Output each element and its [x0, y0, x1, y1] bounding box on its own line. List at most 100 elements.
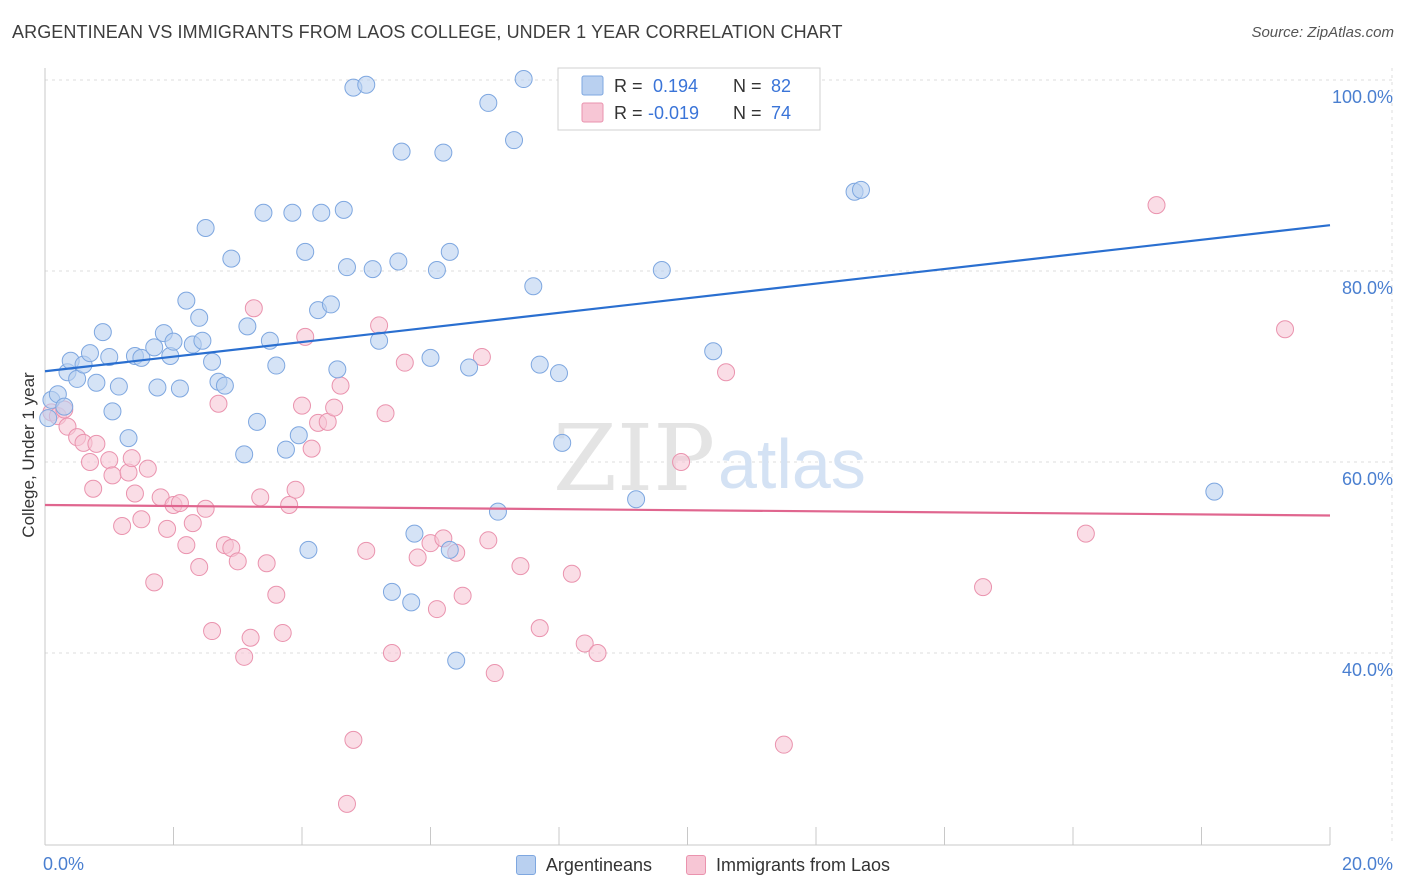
- argentinean-point: [460, 358, 479, 377]
- legend-r-label-1: R =: [614, 76, 643, 96]
- legend-swatch-argentineans: [515, 855, 536, 875]
- laos-point: [196, 499, 215, 518]
- grid-layer: [45, 68, 1393, 845]
- argentinean-point: [447, 651, 466, 670]
- laos-point: [530, 619, 549, 638]
- argentinean-point: [267, 356, 286, 375]
- legend-item-laos[interactable]: Immigrants from Laos: [686, 855, 890, 876]
- argentinean-point: [254, 203, 273, 222]
- argentinean-point: [109, 377, 128, 396]
- argentinean-point: [145, 338, 164, 357]
- laos-point: [1276, 320, 1295, 339]
- y-tick-label: 40.0%: [1342, 660, 1393, 680]
- argentinean-point: [289, 426, 308, 445]
- argentinean-point: [550, 364, 568, 383]
- laos-point: [331, 376, 350, 395]
- legend-n-value-1: 82: [771, 76, 791, 96]
- argentinean-point: [1205, 482, 1224, 501]
- laos-point: [100, 451, 119, 470]
- argentinean-point: [524, 277, 543, 296]
- argentinean-point: [505, 131, 524, 150]
- laos-point: [273, 623, 292, 642]
- argentinean-point: [363, 260, 382, 279]
- argentinean-point: [440, 540, 459, 559]
- laos-point: [427, 600, 446, 619]
- argentinean-point: [389, 252, 408, 271]
- laos-point: [244, 299, 263, 318]
- y-tick-label: 100.0%: [1332, 87, 1393, 107]
- argentinean-point: [479, 93, 498, 112]
- laos-point: [376, 404, 395, 423]
- bottom-legend: Argentineans Immigrants from Laos: [0, 850, 1406, 880]
- legend-r-value-2: -0.019: [648, 103, 699, 123]
- argentinean-point: [627, 490, 646, 509]
- laos-point: [145, 573, 164, 592]
- watermark: ZIP atlas: [553, 405, 866, 512]
- argentinean-point: [312, 203, 331, 222]
- legend-item-argentineans[interactable]: Argentineans: [515, 855, 652, 876]
- laos-point: [203, 622, 222, 641]
- laos-point: [80, 453, 99, 471]
- laos-point: [408, 548, 427, 567]
- argentinean-point: [652, 261, 671, 280]
- laos-point: [241, 628, 260, 647]
- argentinean-point: [55, 397, 74, 416]
- laos-point: [974, 578, 993, 597]
- laos-point: [479, 531, 498, 550]
- argentinean-point: [405, 524, 424, 543]
- laos-point: [235, 647, 254, 666]
- laos-point: [125, 484, 144, 503]
- laos-point: [113, 516, 132, 535]
- argentinean-point: [427, 261, 446, 280]
- argentinean-point: [530, 355, 549, 374]
- argentinean-point: [553, 433, 572, 452]
- argentinean-point: [421, 348, 440, 367]
- laos-point: [228, 552, 247, 571]
- laos-point: [588, 644, 607, 662]
- argentinean-point: [93, 323, 112, 342]
- argentinean-point: [148, 378, 167, 397]
- laos-point: [453, 586, 472, 605]
- watermark-atlas: atlas: [718, 425, 866, 503]
- chart-title: ARGENTINEAN VS IMMIGRANTS FROM LAOS COLL…: [12, 22, 843, 42]
- argentinean-point: [488, 502, 507, 521]
- y-tick-label: 80.0%: [1342, 278, 1393, 298]
- laos-point: [257, 554, 276, 573]
- argentinean-point: [190, 308, 209, 327]
- laos-point: [774, 735, 793, 754]
- argentinean-point: [164, 332, 183, 351]
- argentinean-point: [177, 291, 196, 310]
- trend-lines: [44, 224, 1331, 517]
- laos-point: [575, 634, 594, 653]
- laos-point: [1147, 196, 1166, 215]
- legend-label-laos: Immigrants from Laos: [716, 854, 891, 875]
- laos-point: [158, 519, 177, 538]
- argentinean-point: [392, 142, 411, 161]
- legend-n-value-2: 74: [771, 103, 791, 123]
- laos-point: [717, 363, 736, 382]
- argentinean-point: [434, 143, 453, 162]
- argentinean-point: [440, 242, 459, 261]
- tick-labels: 40.0% 60.0% 80.0% 100.0% 0.0% 20.0%: [43, 87, 1393, 874]
- laos-point: [395, 353, 414, 372]
- argentinean-point: [238, 317, 257, 336]
- argentinean-point: [276, 440, 295, 459]
- laos-point: [138, 459, 157, 478]
- argentinean-point: [299, 540, 318, 559]
- laos-point: [472, 347, 491, 366]
- laos-point: [293, 396, 311, 415]
- laos-point: [370, 316, 389, 335]
- argentinean-point: [203, 352, 222, 371]
- argentinean-point: [119, 429, 138, 448]
- argentinean-point: [704, 342, 723, 361]
- laos-trend-line: [44, 503, 1331, 517]
- argentinean-point: [357, 75, 376, 94]
- axes-layer: [44, 68, 1331, 846]
- laos-point: [103, 466, 122, 485]
- laos-point: [302, 439, 321, 458]
- legend-n-label-1: N =: [733, 76, 762, 96]
- argentinean-point: [193, 331, 212, 350]
- argentinean-point: [103, 402, 122, 421]
- argentinean-point: [321, 295, 340, 314]
- y-tick-label: 60.0%: [1342, 469, 1393, 489]
